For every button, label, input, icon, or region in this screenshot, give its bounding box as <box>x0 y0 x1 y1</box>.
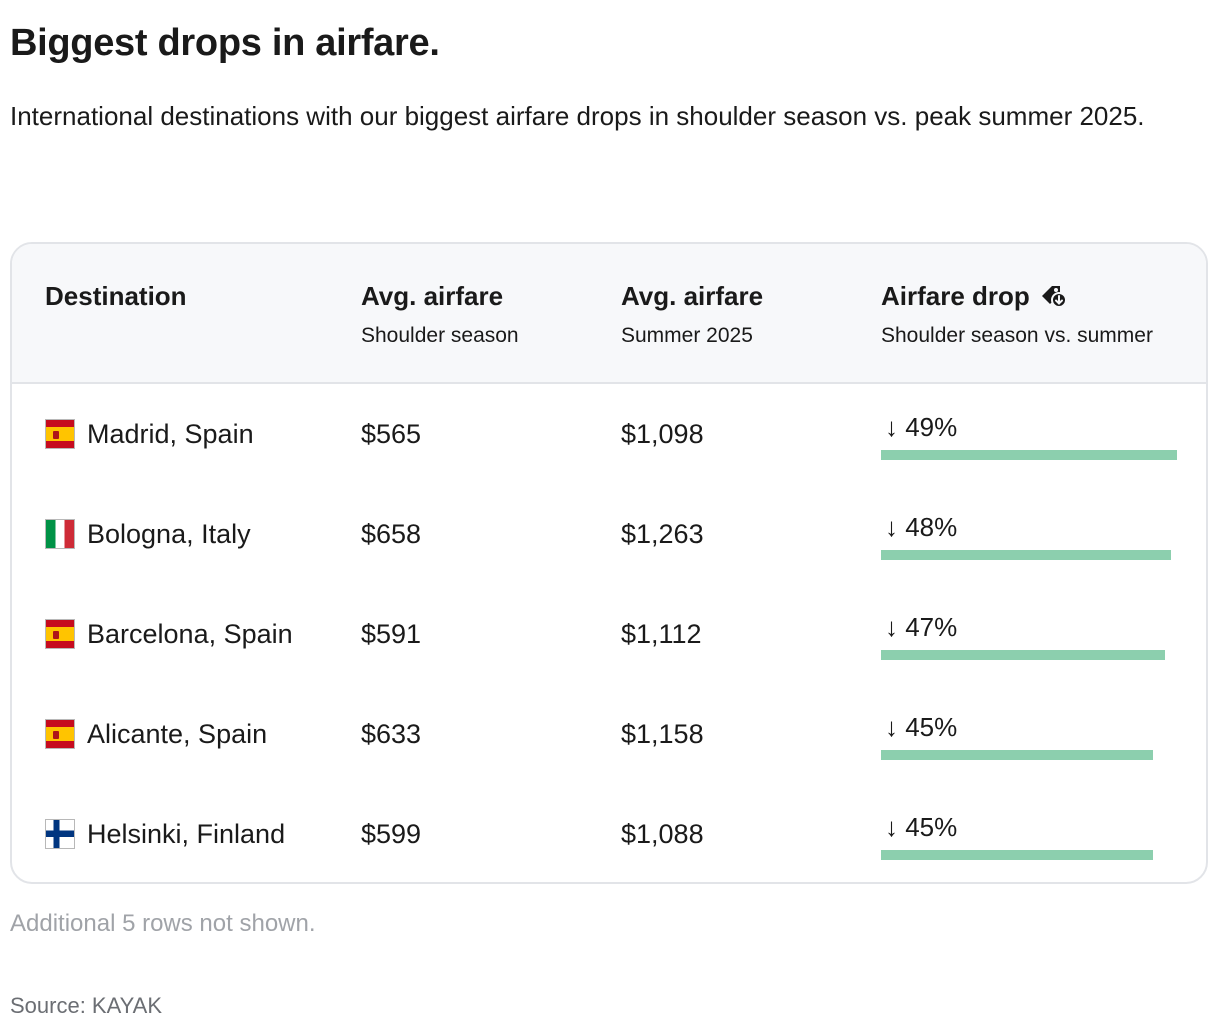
table-row: Alicante, Spain $633 $1,158 ↓ 45% <box>12 684 1206 784</box>
drop-bar <box>881 450 1177 460</box>
destination-name: Alicante, Spain <box>87 718 268 749</box>
shoulder-fare: $565 <box>361 418 422 449</box>
destination-name: Bologna, Italy <box>87 518 251 549</box>
header-avg-shoulder: Avg. airfare Shoulder season <box>361 280 519 350</box>
destination-name: Madrid, Spain <box>87 418 254 449</box>
airfare-drop-cell: ↓ 45% <box>881 784 1181 882</box>
page-title: Biggest drops in airfare. <box>10 22 440 64</box>
table-row: Barcelona, Spain $591 $1,112 ↓ 47% <box>12 584 1206 684</box>
summer-fare: $1,098 <box>621 418 704 449</box>
finland-flag-icon <box>45 819 75 849</box>
spain-flag-icon <box>45 419 75 449</box>
drop-bar-track <box>881 750 1177 760</box>
destination-cell: Helsinki, Finland <box>45 784 286 882</box>
page-subtitle: International destinations with our bigg… <box>10 101 1145 131</box>
header-title: Avg. airfare <box>361 281 504 311</box>
header-title: Airfare drop <box>881 281 1030 311</box>
summer-fare: $1,263 <box>621 518 704 549</box>
drop-percent-label: ↓ 49% <box>885 412 958 442</box>
header-subtitle: Shoulder season <box>361 324 519 347</box>
drop-bar <box>881 550 1171 560</box>
summer-fare: $1,088 <box>621 818 704 849</box>
summer-fare: $1,112 <box>621 618 702 649</box>
header-title: Destination <box>45 281 187 311</box>
drop-bar-track <box>881 850 1177 860</box>
airfare-table: Destination Avg. airfare Shoulder season… <box>10 242 1208 884</box>
header-avg-summer: Avg. airfare Summer 2025 <box>621 280 763 350</box>
header-destination: Destination <box>45 280 187 312</box>
header-subtitle: Shoulder season vs. summer <box>881 324 1153 347</box>
spain-flag-icon <box>45 719 75 749</box>
shoulder-fare: $633 <box>361 718 422 749</box>
header-title: Avg. airfare <box>621 281 764 311</box>
drop-bar <box>881 650 1165 660</box>
drop-percent-label: ↓ 45% <box>885 712 958 742</box>
airfare-drop-cell: ↓ 49% <box>881 384 1181 484</box>
destination-name: Barcelona, Spain <box>87 618 293 649</box>
airfare-drop-cell: ↓ 47% <box>881 584 1181 684</box>
table-header: Destination Avg. airfare Shoulder season… <box>12 244 1206 384</box>
drop-percent-label: ↓ 45% <box>885 812 958 842</box>
airfare-drop-cell: ↓ 48% <box>881 484 1181 584</box>
footnote: Additional 5 rows not shown. <box>10 910 316 937</box>
drop-bar-track <box>881 650 1177 660</box>
drop-bar <box>881 850 1153 860</box>
table-row: Bologna, Italy $658 $1,263 ↓ 48% <box>12 484 1206 584</box>
drop-bar-track <box>881 550 1177 560</box>
shoulder-fare: $591 <box>361 618 422 649</box>
header-airfare-drop: Airfare drop Shoulder season vs. summer <box>881 280 1153 350</box>
shoulder-fare: $658 <box>361 518 422 549</box>
price-tag-down-icon <box>1041 286 1067 308</box>
drop-bar <box>881 750 1153 760</box>
shoulder-fare: $599 <box>361 818 422 849</box>
table-row: Helsinki, Finland $599 $1,088 ↓ 45% <box>12 784 1206 882</box>
summer-fare: $1,158 <box>621 718 704 749</box>
destination-cell: Madrid, Spain <box>45 384 254 484</box>
destination-cell: Alicante, Spain <box>45 684 267 784</box>
source-note: Source: KAYAK <box>10 993 163 1018</box>
spain-flag-icon <box>45 619 75 649</box>
destination-name: Helsinki, Finland <box>87 818 286 849</box>
drop-bar-track <box>881 450 1177 460</box>
header-title-row: Airfare drop <box>881 280 1153 312</box>
header-subtitle: Summer 2025 <box>621 324 753 347</box>
italy-flag-icon <box>45 519 75 549</box>
airfare-drop-cell: ↓ 45% <box>881 684 1181 784</box>
destination-cell: Bologna, Italy <box>45 484 251 584</box>
drop-percent-label: ↓ 47% <box>885 612 958 642</box>
drop-percent-label: ↓ 48% <box>885 512 958 542</box>
destination-cell: Barcelona, Spain <box>45 584 293 684</box>
table-row: Madrid, Spain $565 $1,098 ↓ 49% <box>12 384 1206 484</box>
